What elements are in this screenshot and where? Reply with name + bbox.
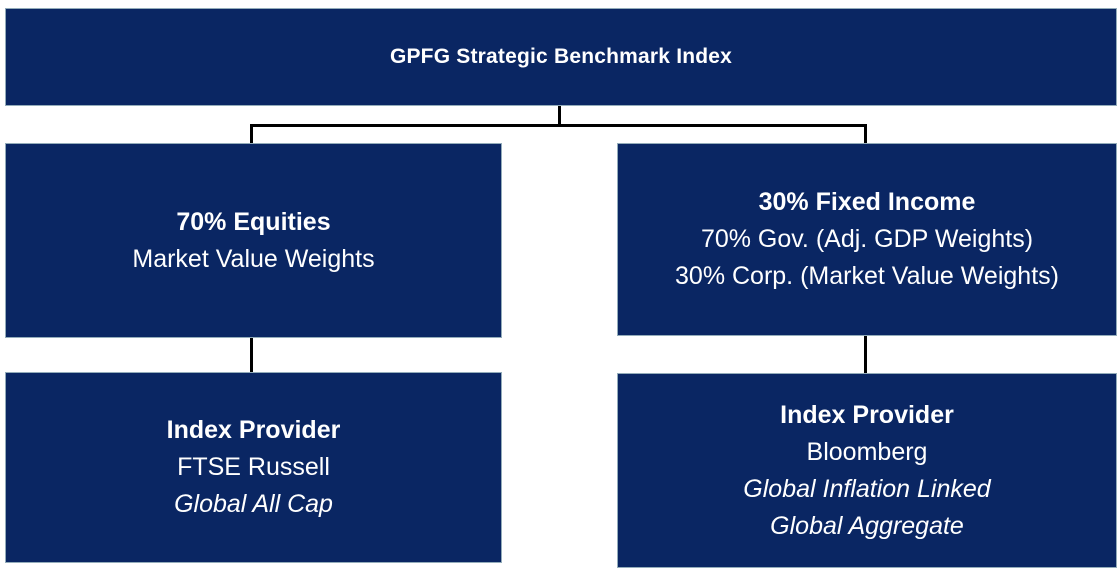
equities-allocation-title: 70% Equities: [176, 207, 331, 236]
fixedincome-gov-weighting: 70% Gov. (Adj. GDP Weights): [700, 225, 1034, 253]
root-node-box: GPFG Strategic Benchmark Index: [5, 8, 1117, 106]
connector-drop-fixedincome: [864, 124, 867, 143]
root-node-title: GPFG Strategic Benchmark Index: [389, 45, 733, 68]
fixedincome-allocation-box: 30% Fixed Income 70% Gov. (Adj. GDP Weig…: [617, 143, 1117, 336]
connector-drop-equities: [250, 124, 253, 143]
equities-provider-box: Index Provider FTSE Russell Global All C…: [5, 372, 502, 563]
connector-crossbar: [250, 124, 867, 127]
fixedincome-provider-index-name-1: Global Inflation Linked: [743, 474, 991, 503]
equities-provider-label: Index Provider: [166, 416, 341, 444]
fixedincome-provider-index-name-2: Global Aggregate: [770, 511, 964, 540]
connector-root-stem: [558, 106, 561, 125]
equities-allocation-weighting: Market Value Weights: [132, 244, 375, 273]
fixedincome-allocation-title: 30% Fixed Income: [758, 188, 976, 216]
fixedincome-corp-weighting: 30% Corp. (Market Value Weights): [675, 262, 1059, 290]
fixedincome-provider-label: Index Provider: [780, 400, 954, 429]
equities-provider-name: FTSE Russell: [177, 453, 330, 481]
fixedincome-provider-box: Index Provider Bloomberg Global Inflatio…: [617, 373, 1117, 568]
equities-provider-index-name: Global All Cap: [174, 490, 333, 518]
fixedincome-provider-name: Bloomberg: [806, 437, 928, 466]
connector-fixedincome-provider: [864, 336, 867, 373]
connector-equities-provider: [250, 338, 253, 372]
equities-allocation-box: 70% Equities Market Value Weights: [5, 143, 502, 338]
